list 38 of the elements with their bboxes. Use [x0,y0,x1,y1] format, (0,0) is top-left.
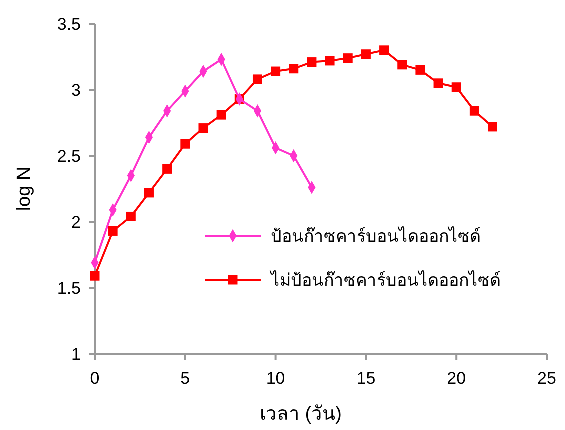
point [126,212,136,222]
point [271,66,281,76]
y-axis-title: log N [14,166,35,212]
point [416,65,426,75]
y-tick-label: 2 [72,212,81,232]
point [361,50,371,60]
point [470,106,480,116]
x-axis-title: เวลา (วัน) [260,404,342,425]
x-tick-label: 20 [447,369,466,388]
point [108,226,118,236]
legend-label: ไม่ป้อนก๊าซคาร์บอนไดออกไซด์ [269,270,501,290]
point [488,122,498,132]
x-tick-label: 25 [538,369,556,388]
point [216,110,226,120]
point [434,78,444,88]
point [252,74,262,84]
point [144,188,154,198]
x-tick-label: 0 [90,369,100,388]
point [90,271,100,281]
y-tick-label: 1 [72,344,81,364]
point [398,60,408,70]
point [452,82,462,92]
point [325,56,335,66]
point [162,164,172,174]
y-tick-label: 2.5 [57,146,81,166]
y-tick-label: 3.5 [57,14,81,34]
y-tick-label: 1.5 [57,278,81,298]
y-tick-label: 3 [72,80,81,100]
point [289,64,299,74]
x-tick-label: 5 [180,369,190,388]
x-tick-label: 15 [356,369,376,388]
legend-label: ป้อนก๊าซคาร์บอนไดออกไซด์ [271,226,481,246]
point [180,139,190,149]
point [343,54,353,64]
point [380,46,390,56]
x-tick-label: 10 [266,369,286,388]
point [307,58,317,68]
point [198,124,208,134]
